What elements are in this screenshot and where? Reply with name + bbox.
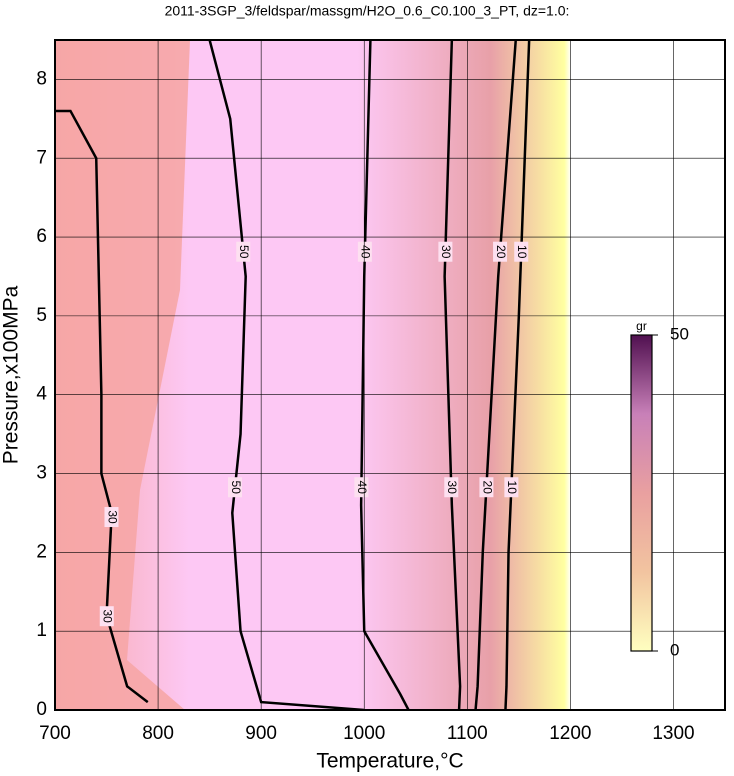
x-tick-label: 1100 [447, 723, 488, 744]
contour-label-bg [236, 241, 251, 262]
y-tick-label: 0 [36, 699, 47, 720]
y-tick-label: 4 [36, 384, 47, 405]
y-axis-label: Pressure,x100MPa [0, 285, 23, 464]
y-tick-label: 6 [36, 226, 47, 247]
colorbar-tick-label: 50 [670, 324, 689, 343]
contour-label-bg [99, 606, 114, 627]
y-tick-label: 3 [36, 463, 47, 484]
contour-label: 30 [445, 481, 459, 495]
y-tick-label: 1 [36, 620, 47, 641]
contour-label: 10 [505, 481, 519, 495]
x-tick-label: 1200 [549, 723, 591, 744]
x-tick-label: 700 [39, 723, 71, 744]
contour-label: 50 [229, 481, 243, 495]
contour-label-bg [514, 241, 529, 262]
y-tick-label: 2 [36, 541, 47, 562]
plot-area: 10 10 20 20 30 30 40 40 50 50 30 30 [55, 40, 725, 710]
y-tick-label: 7 [36, 147, 47, 168]
contour-label: 10 [515, 245, 529, 259]
x-tick-label: 900 [245, 723, 277, 744]
contour-label: 30 [439, 245, 453, 259]
chart-title: 2011-3SGP_3/feldspar/massgm/H2O_0.6_C0.1… [165, 3, 570, 19]
contour-label: 30 [101, 610, 115, 624]
x-tick-label: 1000 [343, 723, 385, 744]
contour-label-bg [227, 477, 242, 498]
low-region [55, 40, 190, 710]
contour-label-bg [504, 477, 519, 498]
contour-label: 50 [237, 245, 251, 259]
x-axis-label: Temperature,°C [316, 750, 463, 773]
colorbar [630, 334, 653, 652]
plot-frame [54, 39, 726, 711]
contour-label: 30 [105, 510, 119, 524]
contour-line [443, 40, 462, 710]
contour-label-bg [438, 241, 453, 262]
contour-label: 20 [494, 245, 508, 259]
contour-label-bg [479, 477, 494, 498]
x-tick-label: 1300 [652, 723, 694, 744]
y-tick-label: 5 [36, 305, 47, 326]
x-tick-label: 800 [142, 723, 174, 744]
contour-label-bg [444, 477, 459, 498]
contour-label: 40 [355, 481, 369, 495]
contour-label-bg [493, 241, 508, 262]
y-tick-label: 8 [36, 68, 47, 89]
contour-label-bg [357, 241, 372, 262]
contour-label-bg [104, 507, 119, 528]
contour-label: 40 [359, 245, 373, 259]
contour-label: 20 [480, 481, 494, 495]
colorbar-label: gr [636, 319, 647, 333]
contour-label-bg [354, 477, 369, 498]
colorbar-tick-label: 0 [670, 640, 679, 659]
